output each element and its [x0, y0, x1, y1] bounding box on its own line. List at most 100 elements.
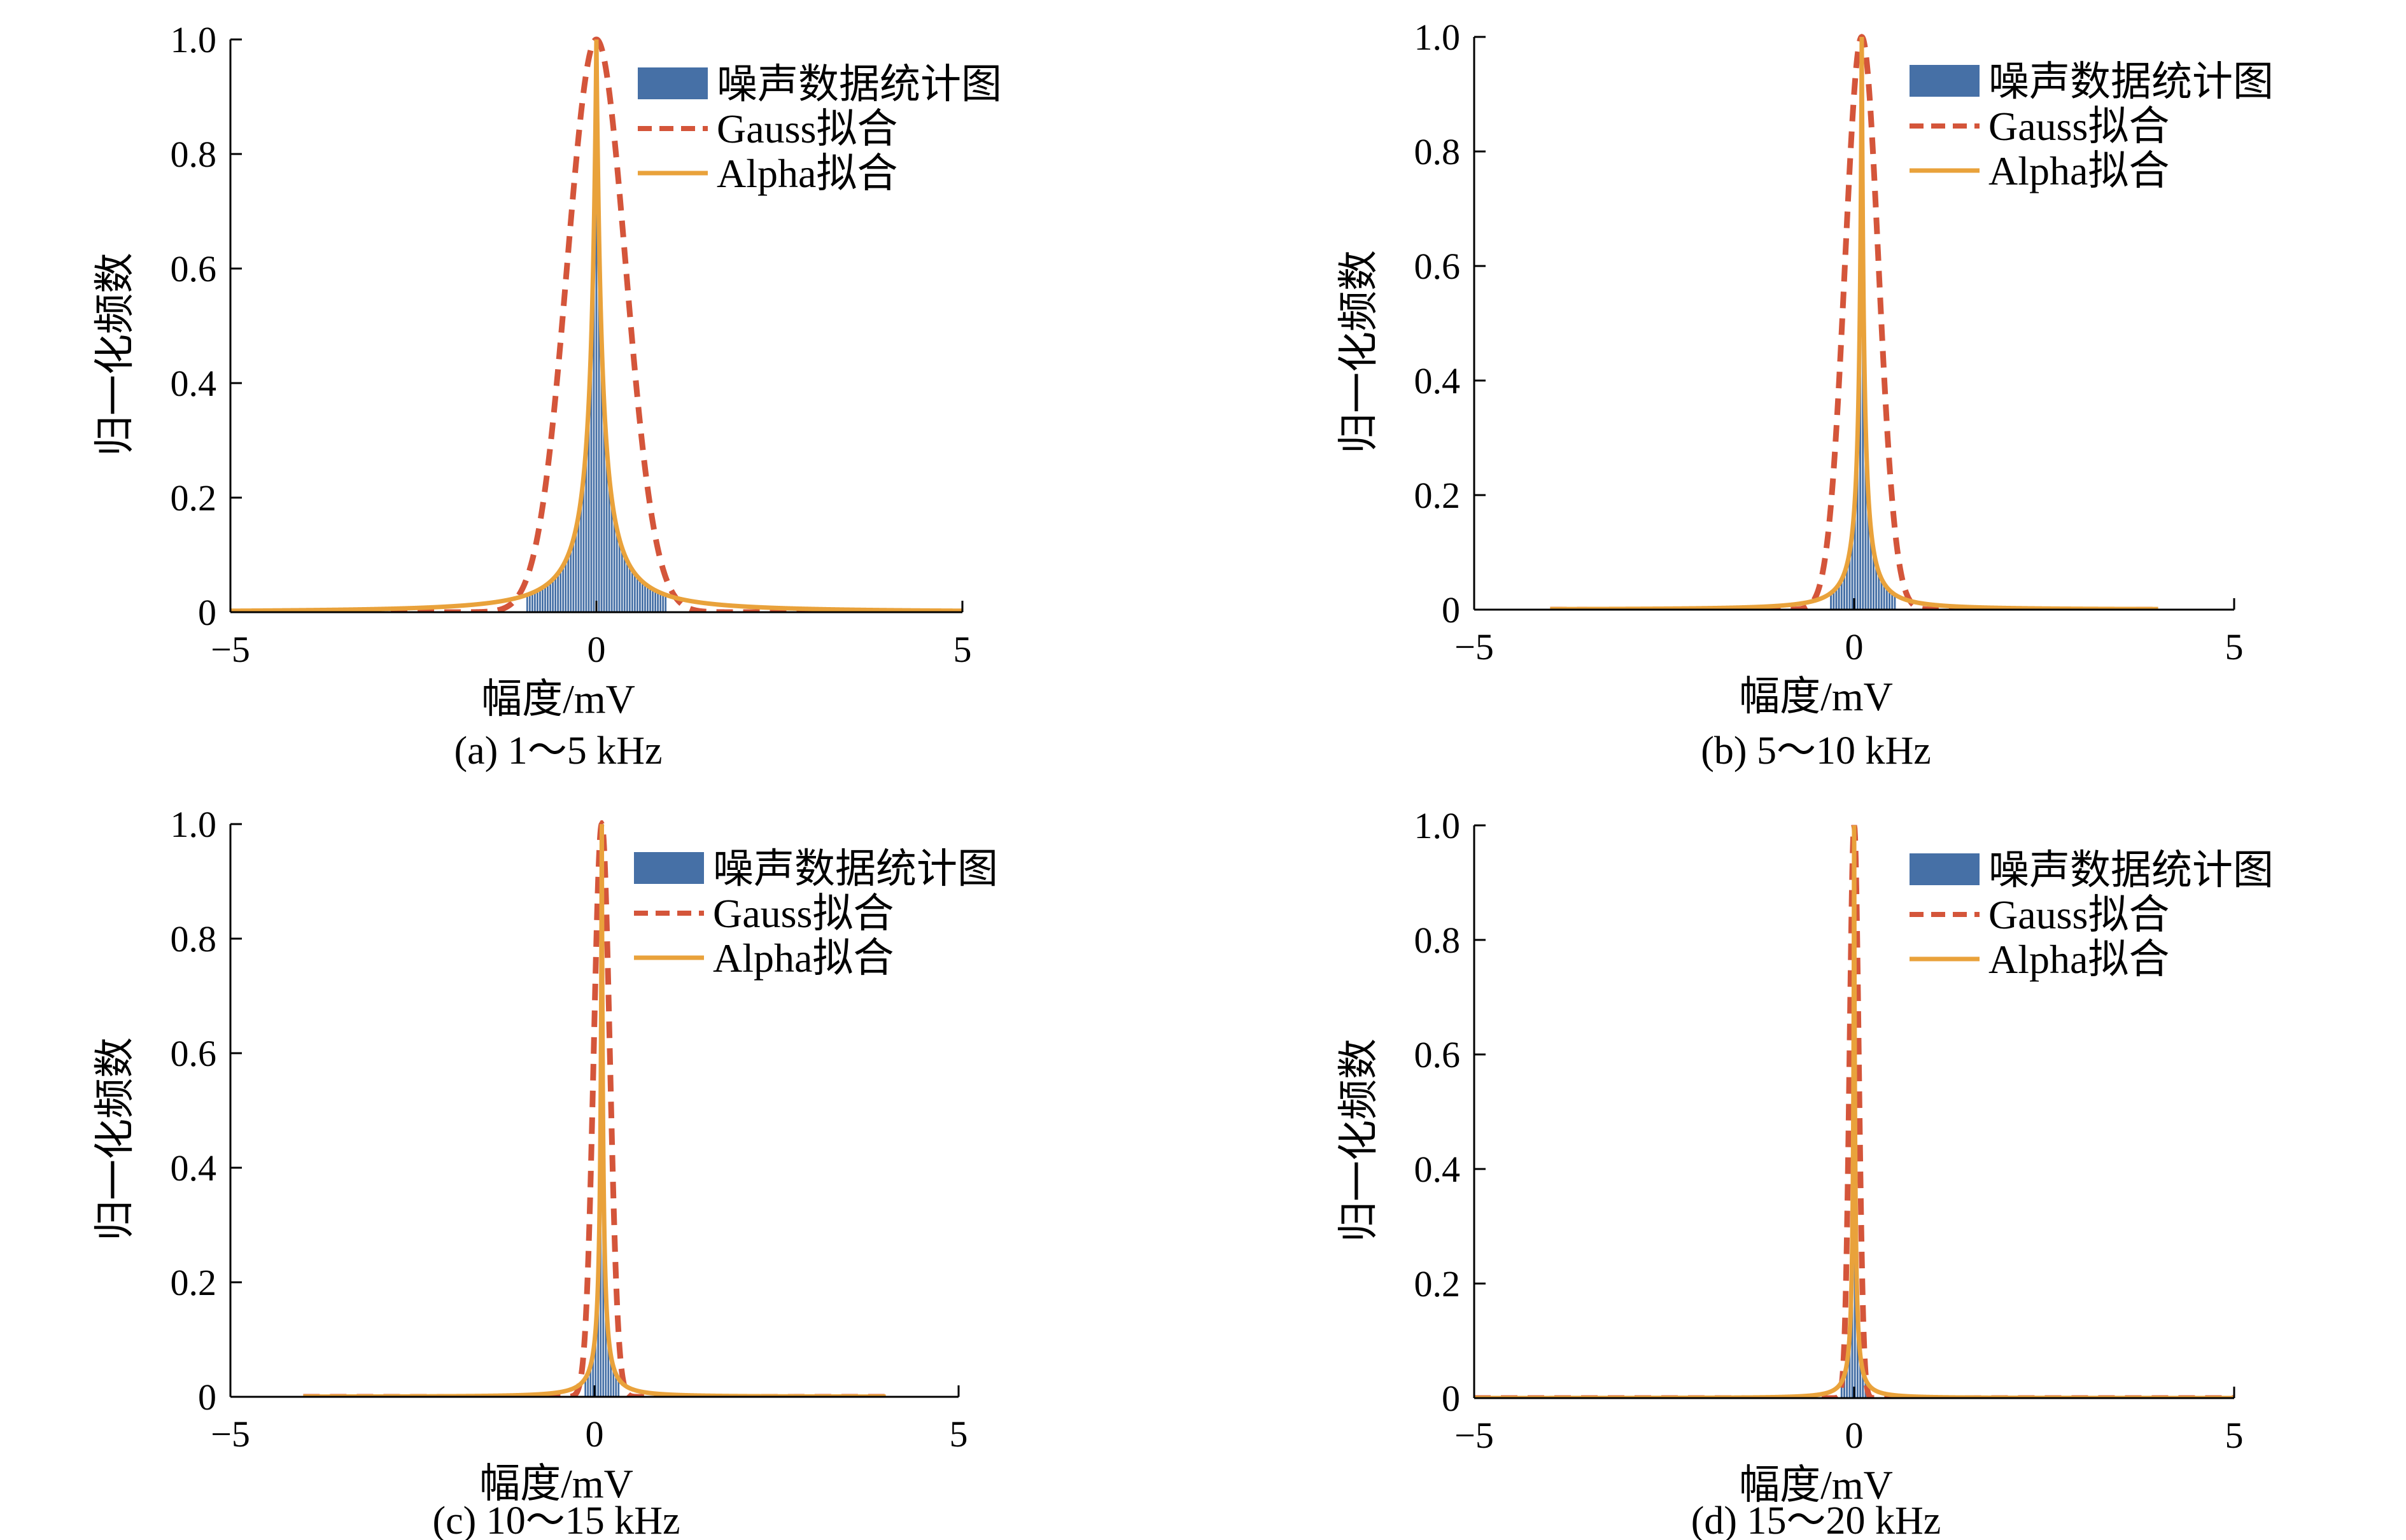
y-axis-label: 归一化频数: [92, 1037, 137, 1241]
y-tick-label: 1.0: [1414, 17, 1461, 58]
histogram-bar: [628, 566, 631, 612]
y-tick-label: 1.0: [171, 804, 217, 845]
legend-label: Alpha拟合: [713, 935, 894, 981]
y-tick-label: 0.4: [1414, 360, 1461, 402]
y-axis-label: 归一化频数: [92, 253, 137, 456]
y-tick-label: 0.6: [171, 248, 217, 290]
legend-label: Alpha拟合: [1988, 937, 2169, 982]
histogram-bar: [649, 587, 652, 612]
panel-caption: (a) 1～5 kHz: [454, 729, 662, 773]
y-tick-label: 0.2: [1414, 1263, 1461, 1305]
y-tick-label: 0.2: [171, 1262, 217, 1303]
x-axis-label: 幅度/mV: [481, 676, 635, 722]
legend-label: 噪声数据统计图: [1988, 848, 2274, 893]
legend-histogram-swatch: [1910, 853, 1980, 885]
gauss-fit-line: [303, 820, 886, 1397]
legend-label: Alpha拟合: [1988, 148, 2169, 193]
legend-histogram-swatch: [638, 67, 708, 99]
histogram-bar: [623, 556, 626, 612]
y-tick-label: 0: [1442, 589, 1460, 631]
legend-label: Alpha拟合: [717, 151, 897, 196]
y-tick-label: 0.8: [1414, 131, 1461, 172]
y-tick-label: 0.4: [171, 1147, 217, 1189]
y-tick-label: 0.2: [171, 477, 217, 519]
x-tick-label: 0: [1845, 1415, 1864, 1456]
histogram-bar: [613, 517, 616, 612]
histogram-bar: [538, 589, 542, 612]
histogram-bar: [651, 589, 654, 612]
legend-histogram-swatch: [1910, 65, 1980, 97]
panel-caption: (d) 15～20 kHz: [1691, 1499, 1941, 1540]
x-tick-label: 0: [1845, 626, 1864, 668]
legend-label: 噪声数据统计图: [1988, 59, 2274, 104]
histogram-bar: [638, 580, 642, 612]
histogram-bar: [554, 577, 557, 612]
legend-label: Gauss拟合: [717, 106, 897, 151]
histogram-bar: [546, 584, 549, 612]
histogram-bar: [661, 594, 665, 612]
plot-area: [230, 36, 962, 612]
y-tick-label: 0.8: [1414, 920, 1461, 961]
histogram-bar: [616, 530, 619, 612]
histogram-bar: [644, 584, 647, 612]
x-axis-label: 幅度/mV: [1739, 674, 1893, 719]
legend-label: 噪声数据统计图: [713, 846, 998, 892]
histogram-bar: [641, 582, 644, 612]
y-tick-label: 1.0: [1414, 805, 1461, 846]
y-tick-label: 0.8: [171, 918, 217, 960]
histogram-bar: [541, 587, 544, 612]
histogram-bar: [564, 561, 567, 612]
histogram-bar: [569, 548, 572, 612]
legend-label: Gauss拟合: [1988, 104, 2169, 149]
histogram-bar: [528, 594, 531, 612]
x-tick-label: −5: [1454, 626, 1494, 668]
x-tick-label: 0: [587, 629, 606, 670]
x-axis-label: 幅度/mV: [479, 1461, 633, 1506]
legend-histogram-swatch: [634, 852, 704, 884]
histogram-bar: [572, 539, 575, 612]
y-tick-label: 0.6: [1414, 246, 1461, 287]
histogram-bar: [631, 570, 634, 612]
histogram-bar: [531, 592, 534, 612]
x-tick-label: −5: [1454, 1415, 1494, 1456]
histogram-bar: [656, 592, 659, 612]
x-tick-label: 5: [950, 1413, 968, 1455]
histogram-bar: [536, 590, 539, 612]
histogram-bar: [551, 579, 554, 612]
histogram-bar: [664, 594, 667, 612]
histogram-bar: [654, 591, 657, 612]
histogram-bar: [618, 540, 621, 612]
histogram-bar: [556, 573, 559, 612]
histogram-bar: [559, 570, 562, 612]
alpha-fit-line: [230, 39, 962, 612]
histogram-bar: [621, 549, 624, 612]
x-tick-label: 5: [2225, 1415, 2244, 1456]
x-tick-label: 5: [2225, 626, 2244, 668]
x-tick-label: −5: [211, 1413, 250, 1455]
y-tick-label: 0.6: [1414, 1034, 1461, 1075]
histogram-bar: [566, 555, 570, 612]
legend-label: Gauss拟合: [1988, 892, 2169, 937]
y-axis-label: 归一化频数: [1336, 1039, 1381, 1242]
legend-label: Gauss拟合: [713, 891, 894, 936]
histogram-bar: [646, 586, 649, 612]
x-tick-label: 0: [586, 1413, 604, 1455]
y-tick-label: 0.6: [171, 1033, 217, 1074]
y-tick-label: 0: [1442, 1378, 1460, 1419]
histogram-bar: [544, 585, 547, 612]
legend-label: 噪声数据统计图: [717, 62, 1002, 107]
y-axis-label: 归一化频数: [1336, 250, 1381, 454]
panel-caption: (c) 10～15 kHz: [432, 1499, 680, 1540]
gauss-fit-line: [1550, 34, 2158, 610]
y-tick-label: 0.4: [171, 363, 217, 404]
histogram-bar: [526, 594, 529, 612]
y-tick-label: 0: [198, 592, 216, 633]
panel-caption: (b) 5～10 kHz: [1701, 729, 1931, 773]
